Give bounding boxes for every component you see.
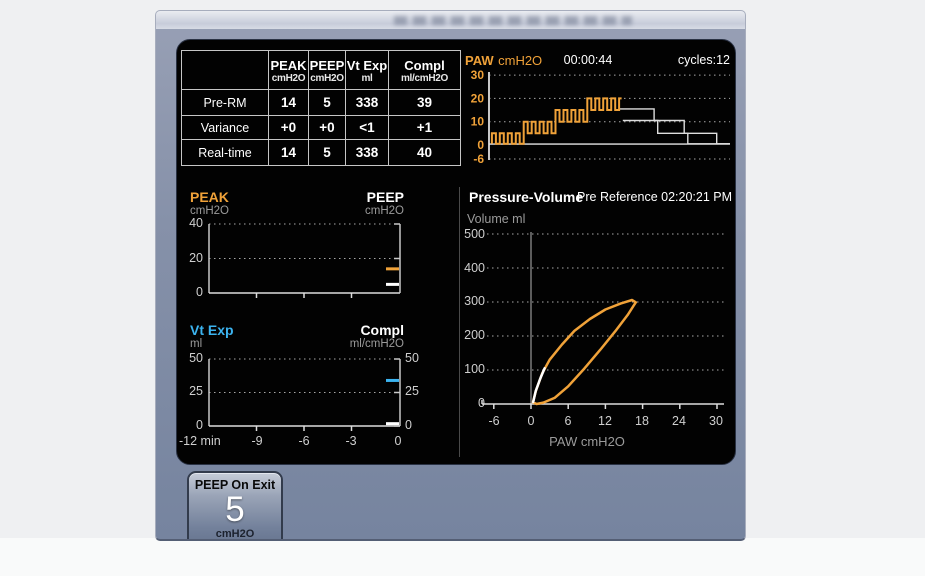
- col-header-peep: PEEP cmH2O: [308, 50, 346, 90]
- svg-text:30: 30: [471, 68, 485, 82]
- x-tick: 0: [394, 434, 402, 448]
- table-row: Pre-RM 14 5 338 39: [181, 89, 461, 116]
- peep-on-exit-value: 5: [225, 490, 245, 529]
- y-tick: 400: [464, 261, 485, 275]
- row-label: Pre-RM: [181, 89, 269, 116]
- pv-x-axis-label: PAW cmH2O: [549, 434, 625, 449]
- svg-text:-6: -6: [473, 152, 484, 166]
- peak-trend-label: PEAK: [190, 189, 229, 205]
- pv-reference-timestamp: Pre Reference 02:20:21 PM: [577, 190, 732, 204]
- y-tick: 300: [464, 294, 485, 308]
- row-label: Variance: [181, 115, 269, 140]
- paw-waveform: 30 20 10 0-6: [471, 68, 730, 166]
- x-tick: -9: [251, 434, 263, 448]
- vertical-divider: [459, 187, 460, 457]
- maneuver-timer: 00:00:44: [563, 53, 613, 67]
- x-tick: 30: [709, 414, 723, 428]
- x-tick: -6: [488, 414, 500, 428]
- y-tick: 25: [405, 384, 419, 398]
- x-tick: -3: [345, 434, 357, 448]
- col-header-compl: Compl ml/cmH2O: [388, 50, 461, 90]
- peep-on-exit-label: PEEP On Exit: [194, 478, 276, 492]
- volume-trend-plot: [208, 358, 401, 431]
- title-bar: [156, 11, 745, 29]
- table-row: Real-time 14 5 338 40: [181, 139, 461, 166]
- y-tick: 100: [464, 362, 485, 376]
- ventilator-screen: PEAK cmH2O PEEP cmH2O Vt Exp ml Compl ml/cmH…: [155, 10, 746, 541]
- peep-on-exit-button[interactable]: PEEP On Exit 5 cmH2O: [187, 471, 283, 540]
- y-tick: 40: [189, 216, 203, 230]
- x-tick: 24: [672, 414, 686, 428]
- x-tick: 12: [598, 414, 612, 428]
- y-tick: 25: [189, 384, 203, 398]
- svg-text:20: 20: [471, 91, 485, 105]
- page-bottom-strip: [0, 538, 925, 576]
- y-tick: 0: [196, 418, 203, 432]
- x-tick: 6: [564, 414, 572, 428]
- col-header-vtexp: Vt Exp ml: [345, 50, 389, 90]
- table-row: Variance +0 +0 <1 +1: [181, 115, 461, 140]
- peep-on-exit-unit: cmH2O: [215, 528, 255, 540]
- y-tick: 200: [464, 328, 485, 342]
- x-tick: -12 min: [179, 434, 221, 448]
- row-label: Real-time: [181, 139, 269, 166]
- blurred-title-text: [394, 16, 632, 25]
- pv-loop-plot: [481, 232, 727, 409]
- peep-trend-label: PEEP: [366, 189, 404, 205]
- vtexp-trend-label: Vt Exp: [190, 322, 234, 338]
- x-tick: -6: [298, 434, 310, 448]
- y-tick: 0: [196, 285, 203, 299]
- display-panel: PEAK cmH2O PEEP cmH2O Vt Exp ml Compl ml/cmH…: [176, 39, 736, 465]
- table-corner-cell: [181, 50, 269, 90]
- rm-results-table: PEAK cmH2O PEEP cmH2O Vt Exp ml Compl ml/cmH…: [181, 50, 461, 166]
- y-tick: 50: [189, 351, 203, 365]
- pressure-trend-plot: [208, 223, 401, 298]
- pv-title: Pressure-Volume: [469, 189, 584, 205]
- svg-text:0: 0: [477, 138, 484, 152]
- svg-text:10: 10: [471, 115, 485, 129]
- x-tick: 18: [635, 414, 649, 428]
- y-tick: 20: [189, 251, 203, 265]
- col-header-peak: PEAK cmH2O: [268, 50, 309, 90]
- y-tick: 500: [464, 227, 485, 241]
- y-tick: 0: [405, 418, 412, 432]
- pv-volume-label: Volume ml: [467, 212, 526, 226]
- paw-chart-label: PAW cmH2O: [465, 53, 543, 68]
- y-tick: 50: [405, 351, 419, 365]
- compl-trend-label: Compl: [360, 322, 404, 338]
- x-tick: 0: [527, 414, 535, 428]
- cycles-counter: cycles:12: [677, 53, 730, 67]
